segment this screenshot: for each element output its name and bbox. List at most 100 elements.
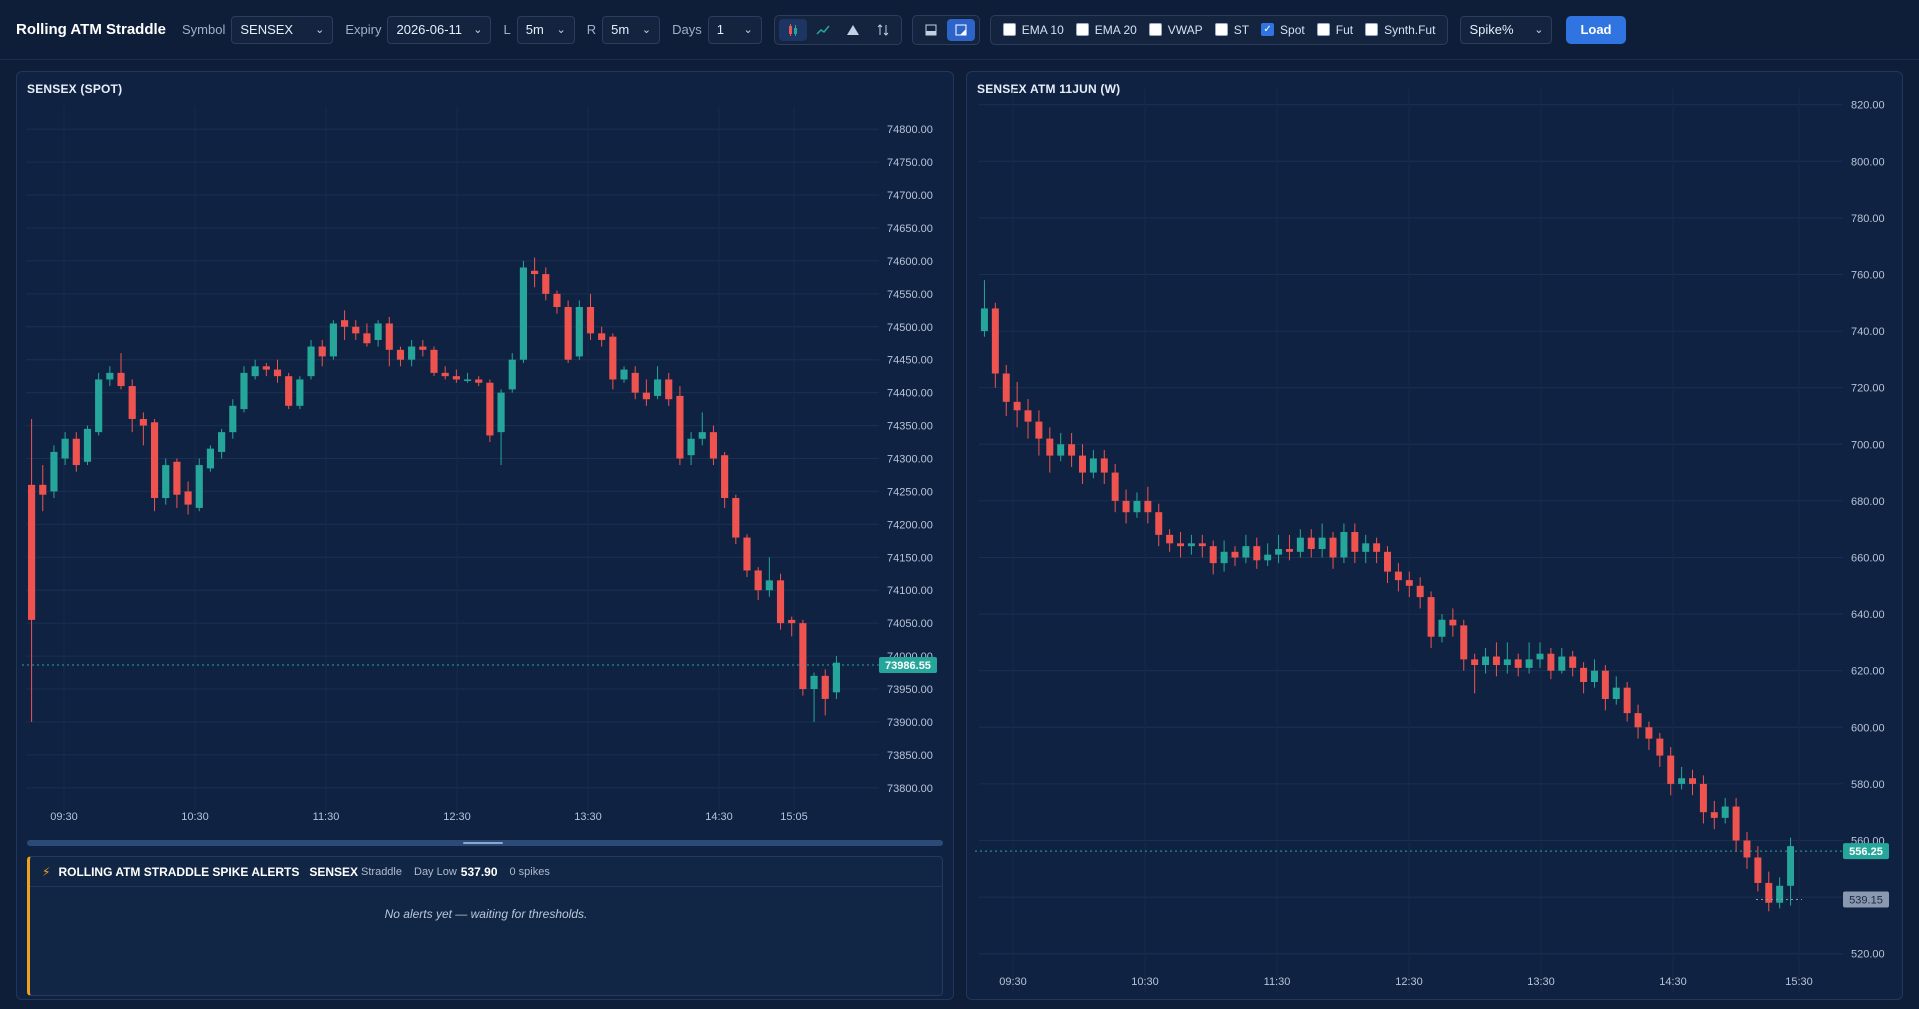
y-tick-label: 74350.00 (887, 421, 933, 433)
no-alerts-message: No alerts yet — waiting for thresholds. (384, 907, 588, 921)
symbol-value: SENSEX (240, 22, 294, 37)
candle-body (1482, 656, 1490, 666)
sort-button[interactable] (869, 19, 897, 41)
candle-body (329, 323, 337, 357)
candle-body (1122, 500, 1130, 513)
symbol-select[interactable]: SENSEX ⌄ (231, 15, 334, 44)
synth-fut-checkbox[interactable]: Synth.Fut (1365, 23, 1435, 37)
st-label: ST (1233, 22, 1250, 37)
alerts-header: ⚡ ROLLING ATM STRADDLE SPIKE ALERTS SENS… (30, 857, 942, 887)
l-interval-select[interactable]: 5m ⌄ (516, 15, 575, 44)
candle-body (676, 395, 684, 459)
spike-count: 0 spikes (509, 865, 550, 878)
candle-body (1416, 585, 1424, 598)
alerts-title: ROLLING ATM STRADDLE SPIKE ALERTS (58, 864, 300, 879)
spot-chart-title: SENSEX (SPOT) (27, 82, 123, 96)
scrollbar-grip[interactable] (463, 842, 503, 844)
candle-body (1198, 543, 1206, 547)
vwap-checkbox[interactable]: VWAP (1148, 22, 1203, 37)
candle-body (1612, 687, 1620, 699)
days-select[interactable]: 1 ⌄ (707, 15, 762, 44)
chart-scrollbar[interactable] (27, 840, 943, 846)
candle-body (117, 372, 125, 387)
spike-select[interactable]: Spike% ⌄ (1460, 15, 1553, 44)
candle-body (776, 580, 785, 624)
spot-candle-chart[interactable]: 74800.00 74750.00 74700.00 74650.00 74600.00… (16, 71, 954, 841)
spike-alerts-panel: ⚡ ROLLING ATM STRADDLE SPIKE ALERTS SENS… (27, 856, 943, 996)
candle-body (363, 333, 371, 344)
st-checkbox[interactable]: ST (1214, 22, 1250, 37)
candle-body (39, 484, 47, 495)
candle-body (832, 662, 840, 693)
layout-single-button[interactable] (917, 19, 945, 41)
y-tick-label: 580.00 (1851, 779, 1885, 791)
candle-body (1580, 667, 1588, 683)
candle-body (653, 379, 662, 396)
candle-body (620, 369, 628, 380)
candle-body (1449, 619, 1457, 626)
sort-arrows-icon (877, 23, 889, 36)
symbol-label: Symbol (182, 22, 226, 37)
candle-body (609, 336, 617, 380)
candle-body (1046, 438, 1054, 456)
last-price-label: 556.25 (1849, 846, 1883, 858)
day-low-label: 539.15 (1849, 895, 1883, 907)
spot-checkbox[interactable]: ✓ Spot (1261, 23, 1305, 37)
day-low-value: 537.90 (460, 864, 498, 879)
candle-body (1329, 537, 1337, 558)
candles-button[interactable] (778, 18, 807, 41)
candle-body (575, 307, 583, 357)
candle-body (1373, 543, 1381, 552)
candle-body (1384, 551, 1391, 572)
candle-body (463, 379, 472, 381)
candle-body (486, 382, 494, 436)
candle-body (586, 307, 595, 334)
candle-body (1569, 656, 1577, 668)
x-tick-label: 12:30 (1395, 976, 1423, 988)
checkbox-box[interactable] (1148, 23, 1162, 36)
candle-body (1601, 670, 1609, 699)
area-chart-button[interactable] (839, 19, 867, 41)
fut-checkbox[interactable]: Fut (1316, 22, 1354, 37)
fut-label: Fut (1335, 22, 1354, 37)
synth-fut-label: Synth.Fut (1384, 22, 1436, 37)
y-tick-label: 74800.00 (887, 124, 933, 136)
y-tick-label: 74700.00 (887, 190, 933, 202)
candle-body (1667, 755, 1675, 784)
alerts-symbol: SENSEX (309, 864, 359, 879)
ema10-checkbox[interactable]: EMA 10 (1002, 23, 1064, 37)
candle-body (430, 349, 438, 373)
r-interval-select[interactable]: 5m ⌄ (602, 15, 661, 44)
line-chart-button[interactable] (809, 19, 837, 41)
candle-body (1394, 571, 1402, 581)
last-price-tag (879, 656, 937, 673)
candle-body (441, 372, 449, 377)
candles-icon (788, 23, 797, 36)
candle-body (1275, 548, 1283, 555)
ema20-checkbox[interactable]: EMA 20 (1075, 22, 1137, 37)
candle-body (1787, 846, 1795, 886)
candle-body (1721, 806, 1729, 818)
load-button[interactable]: Load (1566, 15, 1626, 44)
checkbox-box[interactable] (1214, 23, 1228, 36)
ema20-label: EMA 20 (1094, 22, 1137, 37)
checkbox-box[interactable] (1075, 23, 1089, 36)
checkbox-box[interactable] (1002, 23, 1016, 36)
candle-body (1634, 713, 1642, 728)
straddle-candle-chart[interactable]: 820.00 800.00 780.00 760.00 740.00 720.00 700.… (966, 71, 1903, 1000)
y-tick-label: 73900.00 (887, 717, 933, 729)
checkbox-box[interactable] (1365, 23, 1379, 36)
candle-body (184, 491, 192, 505)
x-tick-label: 15:30 (1785, 976, 1813, 988)
checkbox-box[interactable] (1316, 23, 1330, 36)
expiry-select[interactable]: 2026-06-11 ⌄ (387, 15, 492, 44)
y-tick-label: 760.00 (1851, 269, 1885, 281)
layout-split-button[interactable] (946, 18, 975, 41)
candle-body (385, 323, 393, 350)
y-tick-label: 74100.00 (887, 585, 933, 597)
vwap-label: VWAP (1167, 22, 1203, 37)
x-tick-label: 13:30 (1527, 976, 1555, 988)
y-tick-label: 73850.00 (887, 750, 933, 762)
last-price-label: 73986.55 (885, 660, 931, 672)
checkmark-icon[interactable]: ✓ (1261, 23, 1275, 36)
